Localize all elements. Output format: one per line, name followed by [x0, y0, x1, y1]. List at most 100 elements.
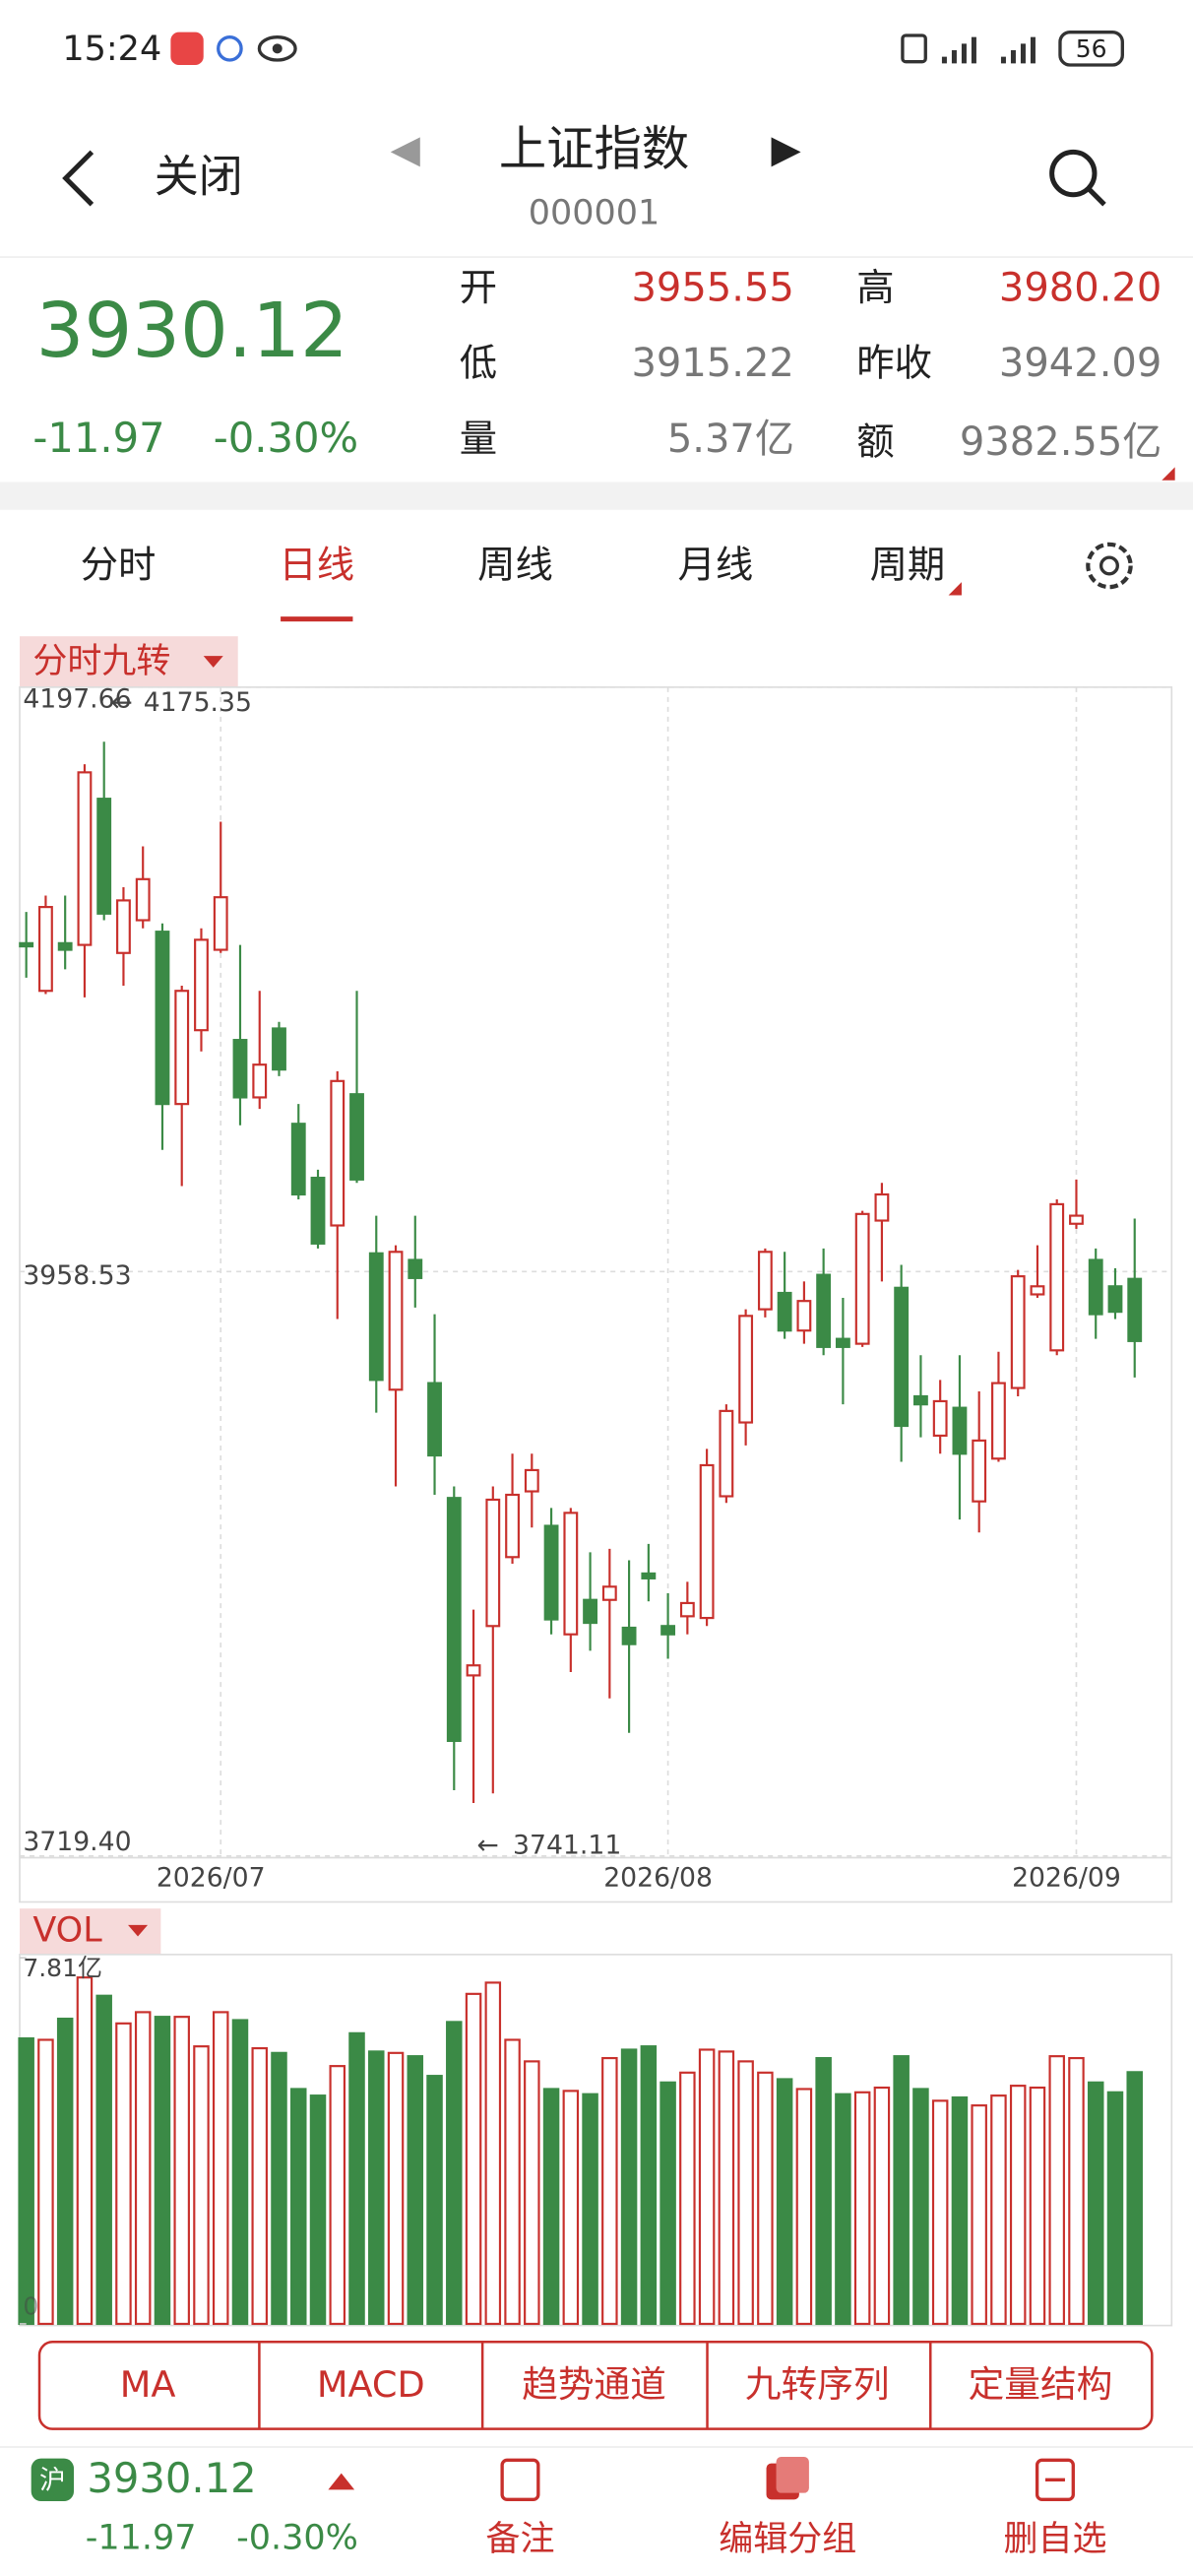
volume-bar	[271, 2051, 287, 2326]
footer-action[interactable]: 备注	[485, 2520, 554, 2559]
candle-body	[213, 896, 228, 951]
candle-body	[621, 1626, 637, 1645]
candle-body	[38, 906, 53, 993]
low-annotation: 3741.11	[513, 1830, 621, 1860]
settings-icon[interactable]	[1086, 542, 1133, 590]
field-label: 高	[856, 266, 894, 310]
field-label: 额	[856, 420, 894, 465]
volume-bar	[1106, 2091, 1124, 2326]
field-value: 9382.55亿	[960, 419, 1162, 465]
candle-body	[874, 1192, 890, 1222]
candle-body	[543, 1524, 559, 1621]
field-value: 3915.22	[631, 341, 793, 386]
indicator-button[interactable]: 定量结构	[969, 2363, 1113, 2406]
y-tick-label: 7.81亿	[23, 1954, 102, 1982]
corner-mark	[948, 582, 962, 596]
tab[interactable]: 周期	[870, 544, 946, 588]
candle-body	[1069, 1214, 1084, 1225]
field-label: 低	[460, 342, 497, 386]
settings-icon	[1099, 555, 1119, 576]
dropdown-icon	[128, 1924, 149, 1937]
volume-bar	[737, 2060, 754, 2326]
volume-bar	[873, 2086, 891, 2326]
next-icon[interactable]	[771, 137, 801, 167]
field-label: 量	[460, 417, 497, 461]
battery	[1058, 30, 1124, 67]
indicator-button[interactable]: MA	[120, 2363, 176, 2406]
footer-action[interactable]: 编辑分组	[719, 2520, 856, 2559]
x-tick-label: 2026/09	[1012, 1863, 1121, 1894]
volume-bar	[446, 2021, 463, 2326]
candle-body	[485, 1498, 501, 1628]
candle-body	[505, 1493, 520, 1559]
volume-bar	[640, 2045, 658, 2326]
indicator-button[interactable]: MACD	[317, 2363, 425, 2406]
indicator-tag[interactable]	[20, 636, 238, 687]
volume-bar	[251, 2046, 268, 2326]
page-title: 上证指数	[499, 121, 689, 176]
tab-underline	[281, 616, 353, 622]
candle-body	[1127, 1277, 1143, 1342]
y-tick-label: 3719.40	[23, 1827, 131, 1857]
volume-bar	[524, 2060, 540, 2326]
footer-action[interactable]: 删自选	[1003, 2520, 1106, 2559]
candle-body	[290, 1123, 306, 1196]
volume-bar	[231, 2019, 249, 2326]
x-tick-label: 2026/07	[157, 1863, 266, 1894]
candle-body	[738, 1315, 754, 1424]
prev-icon[interactable]	[390, 137, 420, 167]
nfc-icon	[901, 33, 927, 64]
volume-bar	[1048, 2055, 1065, 2326]
volume-bar	[134, 2011, 152, 2326]
volume-bar	[562, 2090, 580, 2326]
tab[interactable]: 分时	[81, 544, 157, 588]
volume-bar	[718, 2050, 735, 2326]
volume-bar	[620, 2048, 638, 2326]
tab[interactable]: 周线	[477, 544, 553, 588]
volume-bar	[601, 2056, 618, 2326]
plot: 4197.66 3958.53 3719.40 2026/07 2026/08 2026/…	[18, 684, 1172, 2326]
volume-bar	[368, 2050, 385, 2326]
dropdown-icon	[203, 656, 223, 668]
close-button[interactable]: 关闭	[155, 151, 243, 203]
volume-bar	[542, 2088, 560, 2326]
indicator-button[interactable]: 趋势通道	[522, 2363, 666, 2406]
volume-bar	[154, 2016, 171, 2326]
search-icon	[1088, 187, 1106, 207]
candle-body	[349, 1093, 364, 1181]
candle-body	[1010, 1275, 1026, 1389]
volume-bar	[18, 2036, 34, 2326]
delete-icon[interactable]	[1035, 2458, 1075, 2502]
candle-body	[854, 1212, 870, 1345]
candle-body	[816, 1273, 832, 1348]
up-icon[interactable]	[328, 2473, 355, 2490]
separator-band	[0, 482, 1193, 510]
footer-price: 3930.12	[87, 2454, 256, 2502]
eye-icon	[257, 34, 297, 62]
volume-bar	[212, 2011, 229, 2326]
volume-bar	[95, 1994, 112, 2326]
volume-bar	[757, 2071, 774, 2326]
candle-body	[679, 1601, 695, 1618]
indicator-button[interactable]: 九转序列	[745, 2363, 890, 2406]
chart-title: 分时九转	[32, 642, 170, 681]
back-icon[interactable]	[62, 150, 94, 207]
y-tick-label: 4197.66	[23, 684, 131, 715]
search-icon[interactable]	[1049, 149, 1098, 198]
volume-bar	[912, 2088, 929, 2326]
eye-icon	[272, 43, 283, 54]
note-icon[interactable]	[500, 2458, 540, 2502]
volume-bar	[115, 2022, 132, 2326]
candle-body	[272, 1027, 286, 1071]
tab-active[interactable]: 日线	[279, 544, 354, 588]
candle-body	[777, 1291, 792, 1332]
candle-body	[1049, 1202, 1065, 1352]
candle-body	[719, 1409, 734, 1498]
volume-bar	[193, 2045, 210, 2326]
field-value: 5.37亿	[667, 417, 794, 462]
tab[interactable]: 月线	[678, 544, 754, 588]
signal-icon	[941, 36, 1036, 64]
candle-body	[583, 1598, 598, 1625]
candle-body	[19, 941, 34, 948]
